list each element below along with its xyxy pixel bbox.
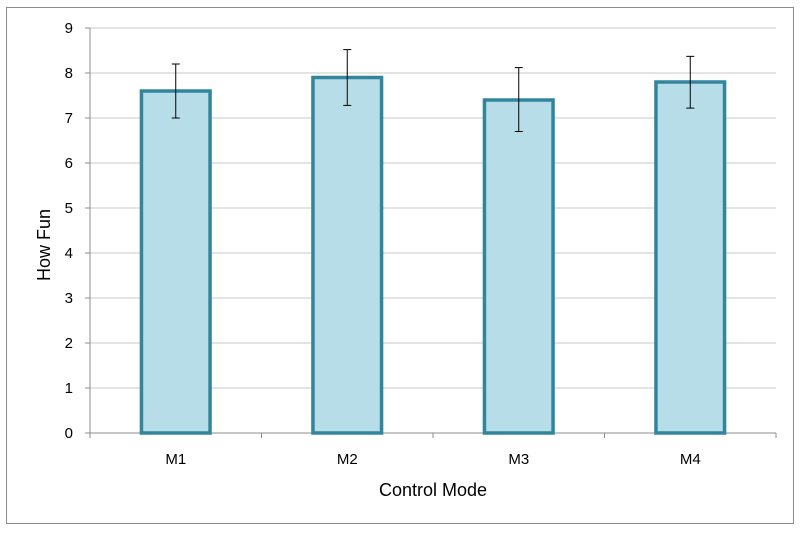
x-tick-label-m4: M4	[680, 451, 701, 468]
x-tick-label-m3: M3	[508, 451, 529, 468]
bar-m2	[311, 75, 384, 435]
bar-m1	[139, 89, 212, 435]
y-tick-label: 2	[65, 335, 73, 352]
error-bars	[171, 49, 695, 132]
y-tick-label: 9	[65, 20, 73, 37]
y-tick-label: 8	[65, 65, 73, 82]
x-tick-labels: M1 M2 M3 M4	[165, 451, 700, 468]
y-axis-title: How Fun	[34, 209, 54, 281]
bars	[139, 75, 727, 435]
x-axis-title: Control Mode	[379, 480, 487, 500]
error-bar-m1	[171, 63, 180, 119]
x-tick-label-m1: M1	[165, 451, 186, 468]
error-bar-m2	[343, 49, 352, 106]
y-tick-label: 3	[65, 290, 73, 307]
bar-m4	[654, 80, 727, 435]
y-tick-label: 0	[65, 425, 73, 442]
y-tick-labels: 0 1 2 3 4 5 6 7 8 9	[65, 20, 73, 442]
y-tick-label: 7	[65, 110, 73, 127]
x-tick-label-m2: M2	[337, 451, 358, 468]
y-tick-label: 4	[65, 245, 73, 262]
y-tick-label: 6	[65, 155, 73, 172]
bar-m3	[482, 98, 555, 435]
error-bar-m3	[514, 67, 523, 132]
error-bar-m4	[686, 55, 695, 109]
y-tick-label: 1	[65, 380, 73, 397]
y-tick-label: 5	[65, 200, 73, 217]
